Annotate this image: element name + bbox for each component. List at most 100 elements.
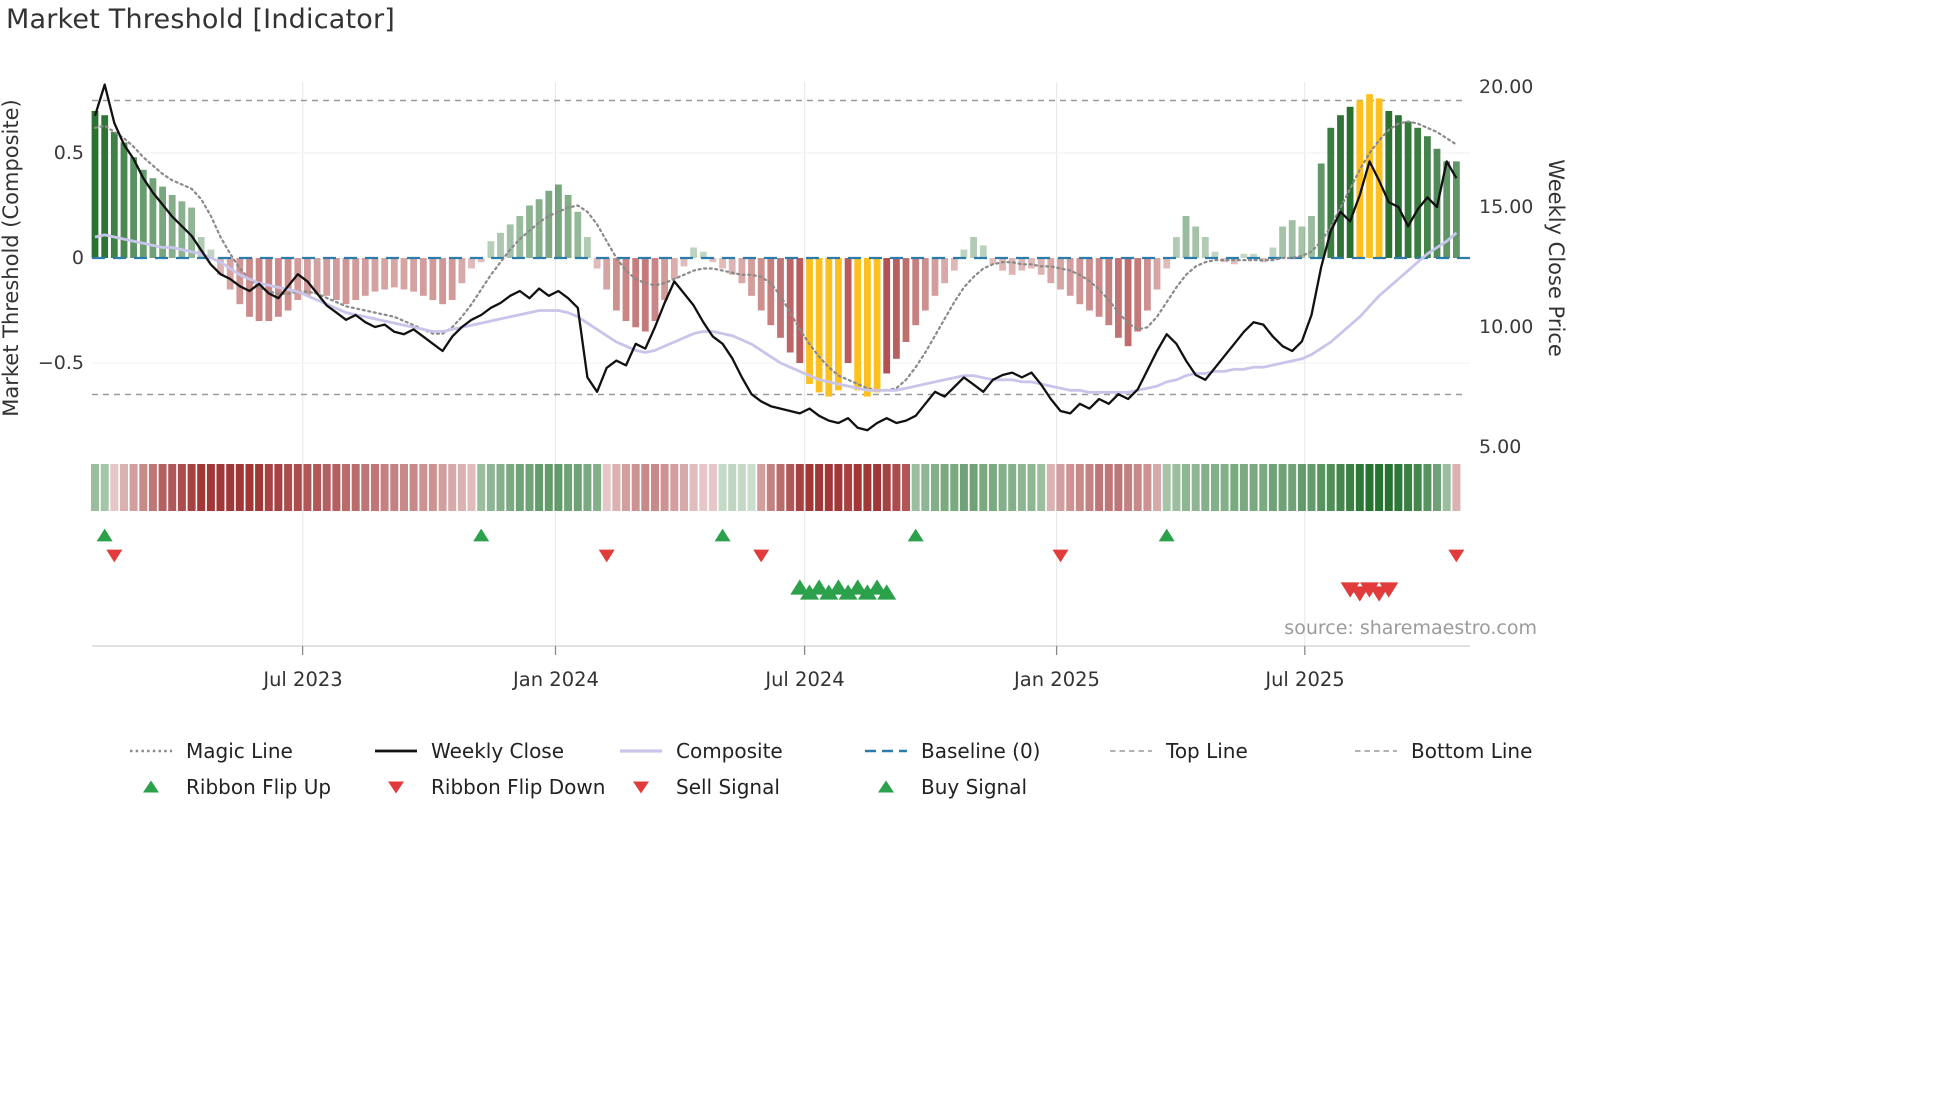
threshold-bar [333, 258, 340, 300]
threshold-bar [680, 258, 688, 267]
x-axis-tick: Jan 2024 [511, 668, 599, 691]
ribbon-cell [100, 464, 109, 511]
ribbon-cell [197, 464, 206, 511]
ribbon-cell [988, 464, 997, 511]
ribbon-cell [264, 464, 273, 511]
threshold-bar [419, 258, 427, 296]
ribbon-cell [1104, 464, 1113, 511]
ribbon-cell [1297, 464, 1306, 511]
buy-signal-marker-icon [877, 584, 897, 600]
threshold-bar [1047, 258, 1055, 284]
threshold-bar [516, 216, 524, 258]
ribbon-cell [332, 464, 341, 511]
ribbon-cell [1075, 464, 1084, 511]
ribbon-cell [168, 464, 177, 511]
threshold-bar [1057, 258, 1064, 290]
ribbon-cell [844, 464, 853, 511]
ribbon-cell [129, 464, 138, 511]
ribbon-cell [293, 464, 302, 511]
x-axis-tick: Jul 2024 [763, 668, 844, 691]
threshold-bar [217, 258, 224, 275]
ribbon-cell [911, 464, 920, 511]
ribbon-cell [1191, 464, 1200, 511]
chart-canvas: 0.5 0 −0.5 20.00 15.00 10.00 5.00 Jul 20… [0, 76, 1568, 691]
threshold-bar [304, 258, 311, 296]
threshold-bar [709, 258, 717, 263]
ribbon-flip-down-swatch-icon [388, 781, 404, 794]
x-axis-tick: Jan 2025 [1012, 668, 1100, 691]
ribbon-cell [1066, 464, 1075, 511]
threshold-bar [448, 258, 456, 300]
ribbon-cell [1404, 464, 1413, 511]
sell-signal-swatch-icon [633, 781, 649, 794]
threshold-bar [1337, 115, 1344, 258]
threshold-bar [1385, 111, 1393, 258]
ribbon-cell [1326, 464, 1335, 511]
threshold-bar [149, 178, 157, 258]
right-axis-tick: 10.00 [1479, 316, 1533, 338]
threshold-bar [188, 207, 195, 258]
threshold-bar [670, 258, 678, 279]
ribbon-cell [660, 464, 669, 511]
ribbon-cell [757, 464, 766, 511]
threshold-bar [1095, 258, 1103, 317]
legend-label: Baseline (0) [921, 739, 1041, 763]
threshold-bar [661, 258, 668, 300]
threshold-bar [564, 195, 572, 258]
threshold-bar [323, 258, 331, 296]
threshold-bar [1163, 258, 1171, 269]
ribbon-cell [400, 464, 408, 511]
ribbon-cell [718, 464, 727, 511]
ribbon-cell [477, 464, 486, 511]
ribbon-cell [651, 464, 659, 511]
threshold-bar [1076, 258, 1084, 305]
threshold-bar [294, 258, 302, 300]
ribbon-cell [255, 464, 264, 511]
threshold-bar [110, 132, 118, 258]
threshold-bar [1395, 115, 1402, 258]
threshold-bar [622, 258, 630, 321]
sell-signal-marker-icon [1350, 586, 1370, 602]
threshold-bar [883, 258, 891, 374]
threshold-bar [641, 258, 649, 332]
ribbon-cell [873, 464, 882, 511]
buy-signal-marker-icon [790, 579, 810, 595]
threshold-bar [815, 258, 823, 393]
threshold-bar [1250, 253, 1257, 258]
threshold-bar [477, 258, 485, 263]
ribbon-cell [940, 464, 949, 511]
threshold-bar [1327, 127, 1335, 258]
threshold-bar [902, 258, 910, 342]
buy-signal-marker-icon [848, 579, 868, 595]
ribbon-cell [380, 464, 389, 511]
legend-item-ribbon-flip-down: Ribbon Flip Down [373, 773, 618, 801]
threshold-bar [728, 258, 736, 275]
ribbon-cell [737, 464, 746, 511]
ribbon-cell [902, 464, 910, 511]
ribbon-cell [1433, 464, 1441, 511]
ribbon-cell [892, 464, 901, 511]
threshold-bar [545, 190, 553, 258]
threshold-bar [1221, 258, 1228, 263]
threshold-bar [999, 258, 1006, 271]
x-axis-tick: Jul 2023 [261, 668, 342, 691]
ribbon-cell [950, 464, 959, 511]
buy-signal-marker-icon [809, 579, 829, 595]
ribbon-cell [1201, 464, 1210, 511]
buy-signal-marker-icon [819, 584, 839, 600]
ribbon-cell [699, 464, 708, 511]
threshold-bar [748, 258, 755, 296]
threshold-bar [1066, 258, 1074, 296]
legend-item-top-line: Top Line [1108, 737, 1353, 765]
ribbon-cell [187, 464, 196, 511]
ribbon-flip-up-swatch-icon [143, 780, 159, 793]
threshold-bar [767, 258, 775, 326]
legend-item-baseline: Baseline (0) [863, 737, 1108, 765]
ribbon-cell [564, 464, 573, 511]
ribbon-cell [313, 464, 322, 511]
ribbon-cell [998, 464, 1007, 511]
threshold-bar [101, 115, 109, 258]
threshold-bar [1134, 258, 1142, 332]
ribbon-cell [1307, 464, 1316, 511]
ribbon-cell [1346, 464, 1355, 511]
